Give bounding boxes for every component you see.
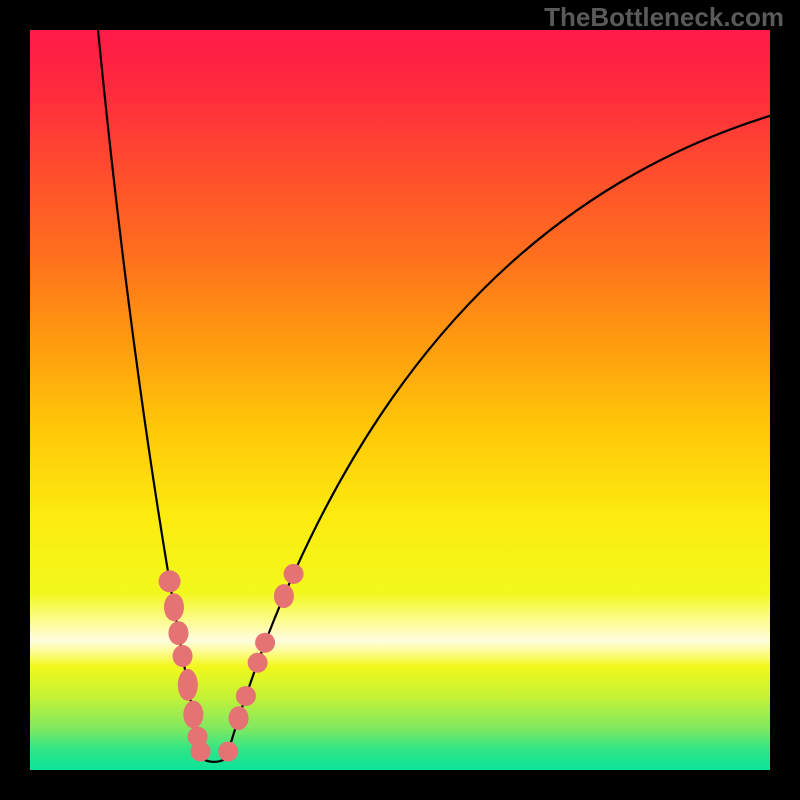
watermark-text: TheBottleneck.com — [544, 2, 784, 33]
data-marker — [183, 701, 203, 729]
data-marker — [173, 645, 193, 667]
data-marker — [218, 742, 238, 762]
data-marker — [159, 570, 181, 592]
data-marker — [191, 742, 211, 762]
data-marker — [255, 633, 275, 653]
data-marker — [274, 584, 294, 608]
data-marker — [248, 653, 268, 673]
data-marker — [168, 621, 188, 645]
data-marker — [229, 706, 249, 730]
data-marker — [164, 593, 184, 621]
data-marker — [178, 669, 198, 701]
data-marker — [284, 564, 304, 584]
data-marker — [236, 686, 256, 706]
bottleneck-chart — [0, 0, 800, 800]
